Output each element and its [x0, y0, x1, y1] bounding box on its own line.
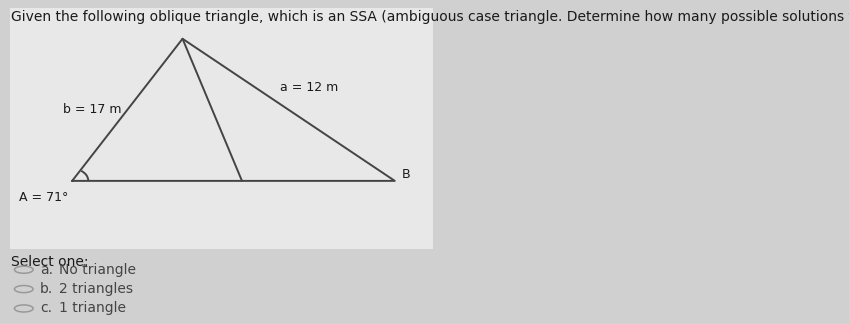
Text: No triangle: No triangle — [59, 263, 136, 277]
Text: a.: a. — [40, 263, 53, 277]
Text: b.: b. — [40, 282, 53, 296]
FancyBboxPatch shape — [10, 8, 433, 249]
Text: 2 triangles: 2 triangles — [59, 282, 132, 296]
Text: b = 17 m: b = 17 m — [63, 103, 121, 116]
Text: B: B — [402, 168, 410, 181]
Text: Select one:: Select one: — [11, 255, 88, 269]
Text: 1 triangle: 1 triangle — [59, 301, 126, 316]
Text: A = 71°: A = 71° — [19, 191, 68, 203]
Text: c.: c. — [40, 301, 52, 316]
Text: a = 12 m: a = 12 m — [280, 81, 339, 94]
Text: Given the following oblique triangle, which is an SSA (ambiguous case triangle. : Given the following oblique triangle, wh… — [11, 10, 849, 24]
